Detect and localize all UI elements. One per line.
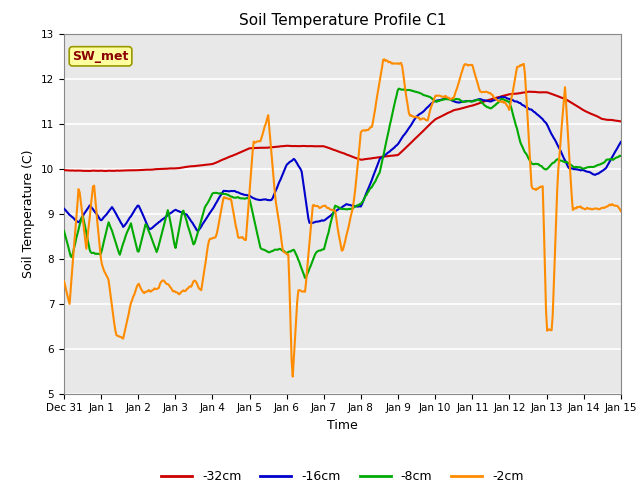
Title: Soil Temperature Profile C1: Soil Temperature Profile C1 bbox=[239, 13, 446, 28]
Legend: -32cm, -16cm, -8cm, -2cm: -32cm, -16cm, -8cm, -2cm bbox=[156, 465, 529, 480]
X-axis label: Time: Time bbox=[327, 419, 358, 432]
Y-axis label: Soil Temperature (C): Soil Temperature (C) bbox=[22, 149, 35, 278]
Text: SW_met: SW_met bbox=[72, 50, 129, 63]
